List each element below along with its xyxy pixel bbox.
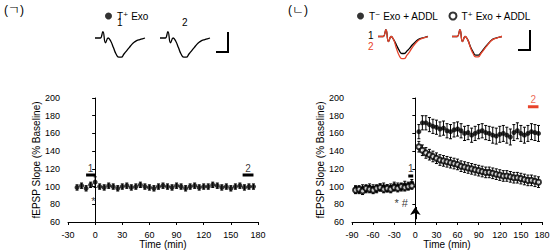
svg-text:60: 60 xyxy=(144,230,154,240)
svg-text:60: 60 xyxy=(334,217,344,227)
svg-text:-30: -30 xyxy=(61,230,74,240)
svg-text:120: 120 xyxy=(45,164,60,174)
svg-text:1: 1 xyxy=(408,163,414,174)
svg-text:120: 120 xyxy=(329,164,344,174)
svg-text:1: 1 xyxy=(117,16,123,28)
svg-text:2: 2 xyxy=(245,163,251,174)
svg-text:1: 1 xyxy=(368,30,374,41)
svg-text:160: 160 xyxy=(45,128,60,138)
svg-text:0: 0 xyxy=(93,230,98,240)
svg-text:140: 140 xyxy=(329,146,344,156)
svg-text:90: 90 xyxy=(474,230,484,240)
svg-text:2: 2 xyxy=(182,17,188,28)
svg-text:* #: * # xyxy=(395,197,409,209)
svg-text:Time (min): Time (min) xyxy=(423,239,470,250)
svg-text:160: 160 xyxy=(329,128,344,138)
svg-text:fEPSP Slope (% Baseline): fEPSP Slope (% Baseline) xyxy=(315,101,326,218)
svg-text:120: 120 xyxy=(492,230,507,240)
svg-text:fEPSP Slope (% Baseline): fEPSP Slope (% Baseline) xyxy=(31,101,42,218)
svg-text:(ㄱ): (ㄱ) xyxy=(4,3,24,17)
svg-text:80: 80 xyxy=(334,199,344,209)
svg-text:200: 200 xyxy=(45,93,60,103)
svg-text:30: 30 xyxy=(431,230,441,240)
svg-text:-90: -90 xyxy=(345,230,358,240)
svg-text:T⁺ Exo + ADDL: T⁺ Exo + ADDL xyxy=(461,11,530,22)
svg-text:90: 90 xyxy=(172,230,182,240)
svg-text:T⁻ Exo + ADDL: T⁻ Exo + ADDL xyxy=(369,11,438,22)
svg-text:1: 1 xyxy=(88,163,94,174)
svg-text:T⁺ Exo: T⁺ Exo xyxy=(117,11,149,22)
svg-text:150: 150 xyxy=(223,230,238,240)
svg-text:-30: -30 xyxy=(388,230,401,240)
svg-text:120: 120 xyxy=(196,230,211,240)
svg-text:*: * xyxy=(91,195,96,207)
svg-text:60: 60 xyxy=(453,230,463,240)
svg-text:180: 180 xyxy=(250,230,265,240)
svg-text:180: 180 xyxy=(45,111,60,121)
svg-text:180: 180 xyxy=(534,230,549,240)
svg-text:100: 100 xyxy=(45,182,60,192)
svg-text:180: 180 xyxy=(329,111,344,121)
svg-text:150: 150 xyxy=(513,230,528,240)
svg-text:-60: -60 xyxy=(367,230,380,240)
svg-text:Time (min): Time (min) xyxy=(139,239,186,250)
svg-text:2: 2 xyxy=(368,41,374,52)
svg-text:(ㄴ): (ㄴ) xyxy=(288,3,308,17)
svg-text:200: 200 xyxy=(329,93,344,103)
svg-text:2: 2 xyxy=(530,94,536,105)
svg-text:80: 80 xyxy=(50,199,60,209)
svg-text:30: 30 xyxy=(117,230,127,240)
svg-text:140: 140 xyxy=(45,146,60,156)
svg-text:0: 0 xyxy=(413,230,418,240)
svg-text:100: 100 xyxy=(329,182,344,192)
svg-text:60: 60 xyxy=(50,217,60,227)
